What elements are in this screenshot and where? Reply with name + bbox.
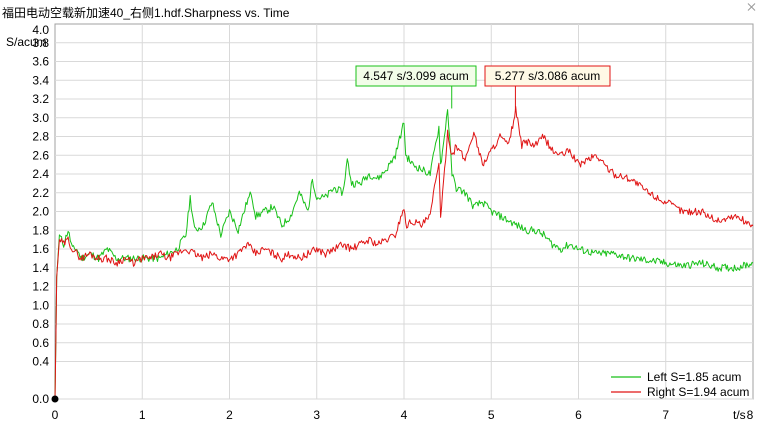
x-tick-label: 5 <box>488 408 495 422</box>
y-tick-label: 3.0 <box>32 111 49 125</box>
x-tick-label: 7 <box>662 408 669 422</box>
series-line-left <box>54 109 754 400</box>
y-tick-label: 1.2 <box>32 280 49 294</box>
annotation-box-right <box>484 65 611 87</box>
y-tick-label: 2.0 <box>32 205 49 219</box>
y-tick-label: 3.8 <box>32 36 49 50</box>
y-tick-label: 2.6 <box>32 148 49 162</box>
window-title: 福田电动空载新加速40_右侧1.hdf.Sharpness vs. Time <box>2 6 290 20</box>
y-tick-label: 3.2 <box>32 92 49 106</box>
grid-lines <box>55 24 753 400</box>
series-line-right <box>54 106 754 400</box>
y-tick-label: 0.6 <box>32 336 49 350</box>
x-tick-label: 6 <box>575 408 582 422</box>
y-tick-label: 0.0 <box>32 392 49 406</box>
legend-label-left: Left S=1.85 acum <box>647 370 741 384</box>
y-tick-label: 1.0 <box>32 298 49 312</box>
legend: Left S=1.85 acum Right S=1.94 acum <box>611 370 749 399</box>
y-tick-label: 1.4 <box>32 261 49 275</box>
annotation-box-left <box>355 65 477 87</box>
x-tick-label: 3 <box>313 408 320 422</box>
y-tick-label: 1.8 <box>32 223 49 237</box>
x-tick-label: 1 <box>139 408 146 422</box>
x-tick-label: 4 <box>401 408 408 422</box>
x-axis-ticks: 0 1 2 3 4 5 6 7 8 <box>52 408 754 422</box>
y-tick-label: 1.6 <box>32 242 49 256</box>
origin-dot <box>51 395 59 403</box>
annotations: 4.547 s/3.099 acum 5.277 s/3.086 acum <box>355 65 611 110</box>
y-tick-label: 2.4 <box>32 167 49 181</box>
legend-label-right: Right S=1.94 acum <box>647 385 749 399</box>
x-axis-label: t/s <box>733 408 746 422</box>
x-tick-label: 8 <box>747 408 754 422</box>
annotation-label-left: 4.547 s/3.099 acum <box>363 69 468 83</box>
y-tick-label: 0.8 <box>32 317 49 331</box>
y-tick-label: 3.6 <box>32 55 49 69</box>
annotation-label-right: 5.277 s/3.086 acum <box>495 69 600 83</box>
x-tick-label: 2 <box>226 408 233 422</box>
y-tick-label: 2.8 <box>32 130 49 144</box>
y-tick-label: 3.4 <box>32 73 49 87</box>
y-axis-label: S/acum <box>6 35 47 49</box>
y-tick-label: 2.2 <box>32 186 49 200</box>
y-tick-label: 0.4 <box>32 355 49 369</box>
y-axis-ticks: 0.0 0.4 0.6 0.8 1.0 1.2 1.4 1.6 1.8 2.0 2.2 2.4 2.6 2… <box>32 23 49 406</box>
x-tick-label: 0 <box>52 408 59 422</box>
series-lines <box>54 106 754 400</box>
y-tick-label: 4.0 <box>32 23 49 37</box>
